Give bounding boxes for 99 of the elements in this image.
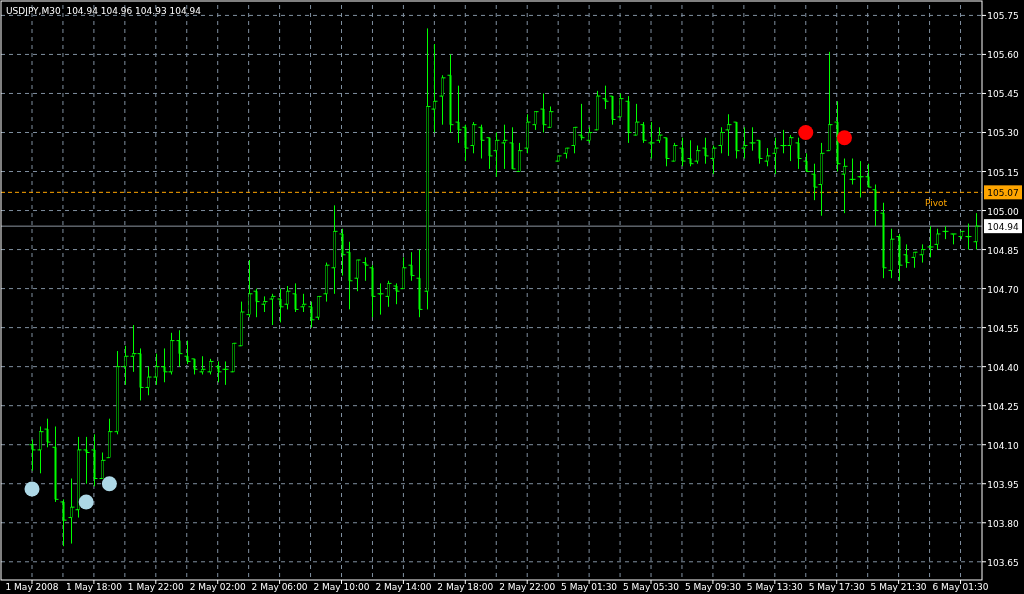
y-tick-label: 104.70 bbox=[987, 284, 1020, 295]
y-tick-label: 104.25 bbox=[987, 401, 1019, 412]
x-tick-label: 5 May 01:30 bbox=[561, 582, 618, 592]
x-tick-label: 6 May 01:30 bbox=[932, 582, 989, 592]
candlestick bbox=[573, 126, 576, 154]
candlestick bbox=[488, 137, 491, 170]
x-tick-label: 2 May 18:00 bbox=[437, 582, 494, 592]
candlestick bbox=[495, 131, 498, 178]
candlestick bbox=[62, 498, 65, 547]
candlestick bbox=[936, 228, 939, 251]
candlestick bbox=[441, 74, 444, 126]
candlestick bbox=[410, 251, 413, 282]
x-tick-label: 5 May 13:30 bbox=[746, 582, 804, 592]
x-tick-label: 1 May 2008 bbox=[5, 582, 59, 592]
candlestick bbox=[542, 92, 545, 133]
y-tick-label: 105.30 bbox=[987, 128, 1020, 139]
candlestick bbox=[727, 113, 730, 157]
x-tick-label: 2 May 14:00 bbox=[375, 582, 432, 592]
y-tick-label: 105.60 bbox=[987, 50, 1020, 61]
candlestick bbox=[534, 111, 537, 131]
candlestick bbox=[549, 105, 552, 128]
candlestick bbox=[867, 163, 870, 188]
candlestick bbox=[712, 145, 715, 175]
candlestick bbox=[39, 425, 42, 474]
x-tick-label: 5 May 05:30 bbox=[623, 582, 680, 592]
candlestick bbox=[147, 366, 150, 396]
candlestick bbox=[611, 95, 614, 126]
candlestick bbox=[155, 353, 158, 386]
x-tick-label: 2 May 22:00 bbox=[499, 582, 556, 592]
candlestick bbox=[921, 243, 924, 264]
candlestick bbox=[341, 228, 344, 277]
point bbox=[836, 130, 852, 146]
candlestick bbox=[766, 147, 769, 167]
x-tick-label: 5 May 21:30 bbox=[870, 582, 927, 592]
candlestick bbox=[124, 345, 127, 386]
chart-title: USDJPY,M30 104.94 104.96 104.93 104.94 bbox=[6, 6, 202, 16]
point bbox=[798, 124, 814, 140]
candlestick bbox=[843, 158, 846, 214]
candlestick bbox=[518, 142, 521, 173]
candlestick bbox=[464, 124, 467, 162]
y-tick-label: 104.55 bbox=[987, 323, 1019, 334]
candlestick bbox=[681, 137, 684, 167]
candlestick bbox=[356, 259, 359, 292]
candlestick bbox=[774, 137, 777, 175]
candlestick bbox=[402, 256, 405, 290]
candlestick bbox=[619, 92, 622, 118]
candlestick bbox=[797, 137, 800, 170]
candlestick bbox=[101, 452, 104, 480]
y-tick-label: 103.80 bbox=[987, 518, 1020, 529]
candlestick bbox=[46, 418, 49, 448]
candlestick bbox=[294, 282, 297, 313]
candlestick bbox=[395, 282, 398, 305]
candlestick bbox=[178, 329, 181, 368]
candlestick bbox=[31, 439, 34, 472]
y-tick-label: 105.45 bbox=[987, 89, 1019, 100]
x-tick-label: 2 May 06:00 bbox=[251, 582, 308, 592]
point bbox=[78, 494, 94, 510]
y-tick-label: 104.40 bbox=[987, 362, 1020, 373]
candlestick bbox=[905, 243, 908, 269]
candlestick bbox=[758, 139, 761, 165]
candlestick bbox=[132, 324, 135, 373]
x-tick-label: 2 May 10:00 bbox=[313, 582, 370, 592]
point bbox=[101, 476, 117, 492]
candlestick bbox=[720, 126, 723, 154]
candlestick bbox=[70, 478, 73, 545]
candlestick bbox=[163, 347, 166, 383]
x-tick-label: 1 May 22:00 bbox=[127, 582, 185, 592]
y-tick-label: 105.75 bbox=[987, 11, 1019, 22]
candlestick bbox=[975, 212, 978, 251]
candlestick bbox=[310, 301, 313, 329]
candlestick bbox=[217, 360, 220, 383]
candlestick bbox=[805, 152, 808, 173]
candlestick bbox=[248, 259, 251, 318]
x-tick-label: 2 May 02:00 bbox=[189, 582, 246, 592]
ref-line-label: Pivot bbox=[924, 198, 948, 209]
y-tick-label: 104.85 bbox=[987, 245, 1019, 256]
x-tick-label: 5 May 09:30 bbox=[684, 582, 742, 592]
x-tick-label: 1 May 18:00 bbox=[65, 582, 123, 592]
candlestick bbox=[186, 340, 189, 365]
candlestick bbox=[433, 43, 436, 133]
y-tick-label: 103.65 bbox=[987, 557, 1019, 568]
candlestick bbox=[480, 124, 483, 160]
candlestick bbox=[689, 139, 692, 167]
x-tick-label: 5 May 17:30 bbox=[808, 582, 865, 592]
y-tick-label: 105.00 bbox=[987, 206, 1020, 217]
y-tick-label: 104.10 bbox=[987, 440, 1020, 451]
candlestick bbox=[255, 288, 258, 318]
point bbox=[24, 481, 40, 497]
y-tick-label: 103.95 bbox=[987, 479, 1019, 490]
candlestick bbox=[874, 184, 877, 227]
candlestick bbox=[472, 121, 475, 154]
candlestick bbox=[813, 163, 816, 201]
candlestick bbox=[635, 103, 638, 136]
candlestick bbox=[387, 280, 390, 308]
candlestick bbox=[789, 134, 792, 162]
candlestick bbox=[696, 145, 699, 165]
candlestick bbox=[665, 137, 668, 167]
candlestick bbox=[286, 285, 289, 310]
y-tick-label: 105.15 bbox=[987, 167, 1019, 178]
